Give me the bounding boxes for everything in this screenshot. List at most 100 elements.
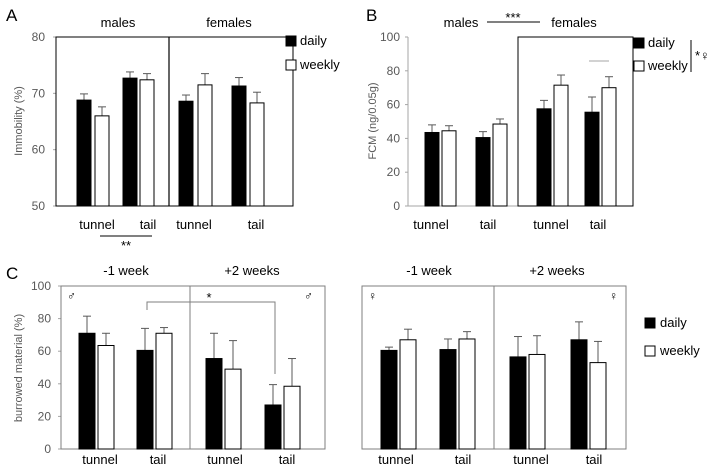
- y-tick-label-c1-60: 60: [38, 344, 52, 358]
- bar-c2-weekly-tail-3: [589, 362, 607, 450]
- panel-b-label: B: [366, 6, 377, 25]
- panel-b-legend-label-daily: daily: [648, 35, 675, 50]
- bar-c1-weekly-tail-3: [283, 385, 301, 450]
- panel-c-significance-bracket: [146, 301, 276, 374]
- panel-b-legend-label-weekly: weekly: [647, 58, 688, 73]
- panel-a-x-label-tail-males: tail: [140, 217, 157, 232]
- panel-a-significance-text: **: [121, 238, 131, 253]
- panel-a-x-label-tunnel-males: tunnel: [79, 217, 115, 232]
- panel-c-females-x-label-tunnel-before: tunnel: [378, 452, 414, 467]
- panel-b-group-label-females: females: [551, 15, 597, 30]
- y-tick-label-b-40: 40: [387, 131, 401, 145]
- bar-c2-daily-tail-3: [570, 339, 588, 450]
- panel-c-males-frame: [60, 285, 326, 450]
- panel-c-y-ticks: 0 20 40 60 80 100: [31, 279, 61, 456]
- panel-c-male-symbol-right: ♂: [304, 289, 313, 303]
- y-tick-label-c1-40: 40: [38, 377, 52, 391]
- bar-c2-weekly-tail-1: [458, 338, 476, 450]
- panel-b-x-label-tunnel-males: tunnel: [413, 217, 449, 232]
- panel-c-females-x-label-tail-after: tail: [586, 452, 603, 467]
- y-tick-label-b-60: 60: [387, 98, 401, 112]
- bar-b-daily-tunnel-2: [536, 108, 552, 207]
- panel-c-legend-label-weekly: weekly: [659, 343, 700, 358]
- y-tick-label-b-20: 20: [387, 165, 401, 179]
- bar-c1-weekly-tunnel-2: [224, 368, 242, 450]
- bar-b-weekly-tail-3: [601, 87, 617, 207]
- panel-c-legend-swatch-weekly: [644, 345, 656, 357]
- panel-a-legend-label-weekly: weekly: [299, 57, 340, 72]
- bar-b-daily-tail-1: [475, 137, 491, 207]
- panel-b-y-ticks: 0 20 40 60 80 100: [380, 30, 408, 213]
- panel-b-x-label-tail-males: tail: [480, 217, 497, 232]
- y-tick-label-c1-100: 100: [31, 279, 51, 293]
- bar-b-weekly-tunnel-2: [553, 84, 569, 207]
- panel-b: B FCM (ng/0.05g) 0 20 40 60 80 100 males fema…: [366, 6, 710, 232]
- y-tick-label-b-100: 100: [380, 30, 400, 44]
- bar-a-daily-tunnel-2: [178, 100, 194, 207]
- panel-b-legend: daily weekly *♀: [633, 35, 710, 73]
- panel-c-male-symbol-left: ♂: [67, 289, 76, 303]
- panel-c-females-bars: [380, 321, 607, 450]
- panel-c-males-x-label-tail-before: tail: [150, 452, 167, 467]
- panel-a-y-ticks: 50 60 70 80: [32, 30, 56, 213]
- panel-b-bars: [424, 74, 617, 207]
- panel-a-x-label-tunnel-females: tunnel: [176, 217, 212, 232]
- panel-c-males-x-label-tunnel-before: tunnel: [82, 452, 118, 467]
- bar-c1-daily-tail-3: [264, 404, 282, 450]
- panel-c-female-symbol-right: ♀: [609, 289, 618, 303]
- panel-b-females-frame: [517, 36, 634, 207]
- bar-a-daily-tunnel-0: [76, 99, 92, 207]
- panel-b-sex-significance-text: ***: [505, 10, 520, 25]
- panel-b-x-label-tail-females: tail: [590, 217, 607, 232]
- panel-b-legend-swatch-weekly: [633, 60, 645, 72]
- y-tick-label-c1-80: 80: [38, 312, 52, 326]
- bar-c1-daily-tunnel-2: [205, 358, 223, 450]
- y-tick-label-a-70: 70: [32, 86, 46, 100]
- bar-c2-weekly-tunnel-0: [399, 339, 417, 450]
- bar-b-weekly-tail-1: [492, 123, 508, 207]
- panel-b-y-axis-title: FCM (ng/0.05g): [367, 82, 379, 159]
- panel-c-females-group-label-before: -1 week: [406, 263, 452, 278]
- bar-c1-daily-tail-1: [136, 349, 154, 450]
- y-tick-label-c1-0: 0: [44, 442, 51, 456]
- panel-c-females-group-label-after: +2 weeks: [529, 263, 585, 278]
- panel-c-legend-swatch-daily: [644, 317, 656, 329]
- panel-c-males-x-label-tail-after: tail: [279, 452, 296, 467]
- panel-c-males-bars: [78, 315, 301, 450]
- panel-c-males-group-label-after: +2 weeks: [224, 263, 280, 278]
- y-tick-label-a-60: 60: [32, 143, 46, 157]
- panel-c-females-x-label-tail-before: tail: [455, 452, 472, 467]
- bar-b-weekly-tunnel-0: [441, 130, 457, 207]
- panel-a-x-label-tail-females: tail: [248, 217, 265, 232]
- bar-b-daily-tail-3: [584, 111, 600, 207]
- panel-a-label: A: [6, 6, 18, 25]
- panel-a-legend-swatch-daily: [285, 35, 297, 47]
- bar-a-daily-tail-3: [231, 85, 247, 207]
- panel-b-group-label-males: males: [444, 15, 479, 30]
- bar-c2-daily-tail-1: [439, 349, 457, 450]
- panel-a-legend-swatch-weekly: [285, 59, 297, 71]
- y-tick-label-b-80: 80: [387, 64, 401, 78]
- bar-a-weekly-tail-3: [249, 102, 265, 207]
- panel-c-females: -1 week +2 weeks ♀ ♀ tunnel tail tunnel …: [361, 263, 700, 467]
- y-tick-label-a-50: 50: [32, 199, 46, 213]
- panel-c-label: C: [6, 264, 18, 283]
- panel-c-significance-text: *: [206, 290, 211, 305]
- bar-a-daily-tail-1: [122, 77, 138, 207]
- bar-c2-daily-tunnel-2: [509, 356, 527, 450]
- panel-c-males-x-label-tunnel-after: tunnel: [207, 452, 243, 467]
- bar-c1-daily-tunnel-0: [78, 332, 96, 450]
- bar-c2-weekly-tunnel-2: [528, 353, 546, 450]
- panel-b-legend-significance-text: *♀: [695, 48, 710, 63]
- bar-a-weekly-tail-1: [139, 79, 155, 207]
- bar-c1-weekly-tunnel-0: [97, 344, 115, 450]
- panel-c-females-x-label-tunnel-after: tunnel: [513, 452, 549, 467]
- bar-c2-daily-tunnel-0: [380, 349, 398, 450]
- bar-b-daily-tunnel-0: [424, 131, 440, 207]
- panel-a-legend-label-daily: daily: [300, 33, 327, 48]
- panel-a-group-label-females: females: [206, 15, 252, 30]
- y-tick-label-a-80: 80: [32, 30, 46, 44]
- panel-c-males-group-label-before: -1 week: [103, 263, 149, 278]
